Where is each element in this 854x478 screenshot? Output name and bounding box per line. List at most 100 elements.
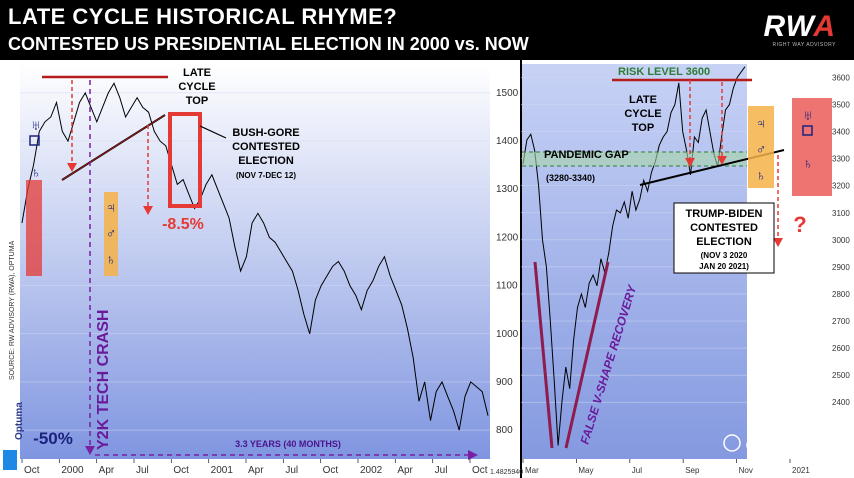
right-y-tick-label: 2900 [832,263,850,272]
left-y-tick-label: 1200 [496,232,519,243]
left-cycle-label: CYCLE [178,81,215,93]
right-arrow-3-head [773,238,783,247]
trump-biden-dates2: JAN 20 2021) [699,262,749,271]
left-x-ticks: Oct 2000 Apr Jul Oct 2001 Apr Jul Oct 2002 Apr Jul O… [21,459,488,476]
right-y-tick-label: 2800 [832,290,850,299]
risk-level-label: RISK LEVEL 3600 [618,66,710,78]
pandemic-range-label: (3280-3340) [546,173,595,183]
right-arrow-2-head [717,156,727,165]
left-glyph-1: ♅ [31,117,42,133]
v-right-line [564,261,610,449]
v-left-line [533,261,554,449]
right-y-ticks: 2400 2500 2600 2700 2800 2900 3000 3100 3200 3300… [832,74,850,408]
right-x-tick-label: May [578,466,593,475]
left-y-tick-label: 1400 [496,136,519,147]
sp500-2000-line [21,82,489,431]
trump-biden-line2: CONTESTED [690,222,758,234]
left-late-label: LATE [183,67,211,79]
left-late-cycle-label: LATE CYCLE TOP [178,67,215,107]
header-bar: LATE CYCLE HISTORICAL RHYME? CONTESTED U… [0,0,854,60]
right-y-tick-label: 2700 [832,317,850,326]
bush-gore-label: BUSH-GORE CONTESTED ELECTION (NOV 7-DEC … [232,127,300,180]
right-mars: ♂ [756,141,767,157]
right-gridlines [521,77,747,403]
left-saturn: ♄ [106,251,117,267]
left-top-label: TOP [186,95,208,107]
watermark-icon [723,434,741,452]
left-axis-area [490,64,520,459]
left-x-tick-label: Apr [248,465,264,476]
left-glyph-box [29,135,40,146]
left-y-tick-label: 900 [496,377,513,388]
right-x-tick-label: 2021 [792,466,810,475]
right-y-tick-label: 2500 [832,371,850,380]
y2k-dashed-head [85,446,95,455]
right-glyph-box [802,125,813,136]
left-x-tick-label: Oct [472,465,488,476]
left-orange-bar [104,192,118,276]
drop-pct-label: -8.5% [162,216,204,233]
left-x-tick-label: Oct [173,465,189,476]
bush-gore-line1: BUSH-GORE [232,127,299,139]
duration-label: 3.3 YEARS (40 MONTHS) [235,439,341,449]
left-y-tick-label: 1500 [496,88,519,99]
sp500-2020-line [522,66,746,446]
bush-gore-line3: ELECTION [238,155,294,167]
left-y-tick-label: 1100 [496,281,518,292]
optuma-logo [3,450,17,470]
left-x-tick-label: 2000 [61,465,84,476]
right-y-tick-label: 3500 [832,101,850,110]
left-y-tick-label: 800 [496,425,513,436]
left-y-tick-label: 1000 [496,329,519,340]
pandemic-gap-label: PANDEMIC GAP [544,149,629,161]
right-y-tick-label: 2400 [832,398,850,407]
right-late-cycle-label: LATE CYCLE TOP [624,94,661,134]
source-label: SOURCE: RW ADVISORY (RWA), OPTUMA [9,240,16,380]
right-orange-bar [748,106,774,188]
right-y-tick-label: 3400 [832,128,850,137]
right-y-tick-label: 2600 [832,344,850,353]
left-glyph-2: ♄ [31,164,42,180]
right-x-tick-label: Mar [525,466,539,475]
left-x-tick-label: 2001 [211,465,234,476]
panel-divider [520,60,522,478]
left-gridlines [20,92,490,431]
left-red-bar [26,180,42,276]
right-saturn: ♄ [756,167,767,183]
left-x-tick-label: Jul [285,465,298,476]
left-x-tick-label: Jul [435,465,448,476]
left-x-tick-label: Apr [397,465,413,476]
left-x-tick-label: Apr [99,465,115,476]
left-mars: ♂ [106,225,117,241]
optuma-label: Optuma [14,402,25,440]
bush-gore-box [168,112,202,208]
right-late-label: LATE [629,94,657,106]
bush-gore-dates: (NOV 7-DEC 12) [236,171,296,180]
watermark-label: @ronwilliam [745,436,832,453]
trump-biden-line1: TRUMP-BIDEN [686,208,763,220]
left-y-ticks: 800 900 1000 1100 1200 1300 1400 1500 [496,88,519,436]
right-arrow-1-head [685,158,695,167]
rwa-logo-sub: RIGHT WAY ADVISORY [772,42,836,48]
right-cycle-label: CYCLE [624,108,661,120]
trump-biden-dates1: (NOV 3 2020 [701,251,748,260]
left-plot-area [20,64,490,459]
trump-biden-line3: ELECTION [696,236,752,248]
right-top-label: TOP [632,122,654,134]
rwa-logo: RWA [763,10,836,43]
right-x-tick-label: Jul [632,466,642,475]
y2k-label: Y2K TECH CRASH [95,310,112,450]
left-x-tick-label: Oct [24,465,40,476]
left-x-tick-label: Oct [323,465,339,476]
corner-value: 1.4825940 [490,469,523,476]
right-jupiter: ♃ [756,115,767,131]
right-red-bar [792,98,832,196]
right-y-tick-label: 3000 [832,236,850,245]
left-arrow-1-head [67,163,77,172]
left-xaxis-area [0,459,520,478]
right-y-tick-label: 3200 [832,182,850,191]
duration-head [468,450,478,460]
right-x-tick-label: Sep [685,466,700,475]
page-subtitle: CONTESTED US PRESIDENTIAL ELECTION IN 20… [8,34,529,54]
